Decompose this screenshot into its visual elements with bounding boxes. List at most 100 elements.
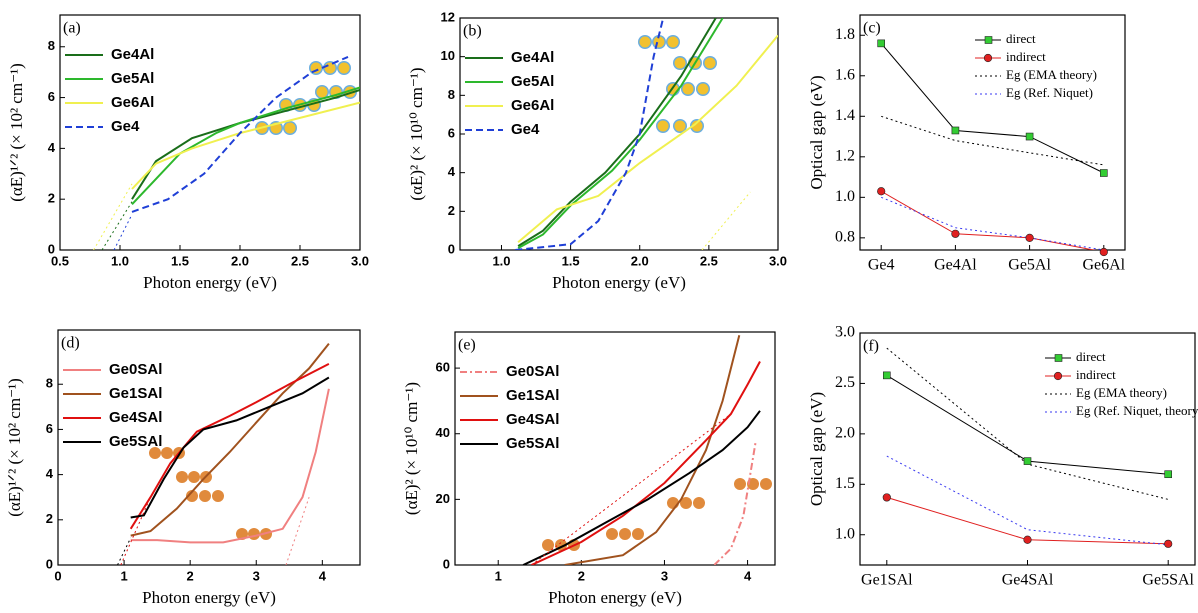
series-line <box>564 335 741 565</box>
series-line <box>531 361 761 565</box>
panel-label: (b) <box>463 23 482 40</box>
series-line <box>880 43 1105 174</box>
y-tick-label: 2 <box>46 511 53 526</box>
y-tick-label: 4 <box>448 164 456 179</box>
y-tick-label: 60 <box>436 360 450 375</box>
series-line <box>531 413 732 565</box>
x-axis-label: Photon energy (eV) <box>548 588 682 607</box>
plot-frame <box>57 329 361 566</box>
legend-label: Ge5SAl <box>109 433 162 450</box>
panel-label: (d) <box>61 335 80 352</box>
marker <box>1023 457 1032 465</box>
legend-label: Ge1SAl <box>506 387 559 404</box>
series-line <box>881 196 1104 250</box>
series-line <box>517 18 717 247</box>
series-line <box>130 342 330 537</box>
series-line <box>117 537 132 565</box>
legend-label: Ge4Al <box>511 49 554 66</box>
legend-label: direct <box>1006 31 1036 46</box>
plot-frame <box>59 14 361 251</box>
x-tick-label: Ge4SAl <box>1002 572 1054 589</box>
x-tick-label: Ge1SAl <box>861 572 913 589</box>
y-axis-label: Optical gap (eV) <box>807 75 826 189</box>
plot-area <box>93 55 360 250</box>
series-line <box>881 115 1104 166</box>
marker <box>951 229 960 238</box>
legend-marker <box>983 53 993 63</box>
marker <box>1164 539 1173 548</box>
legend-label: Eg (EMA theory) <box>1076 385 1167 400</box>
x-axis-label: Photon energy (eV) <box>143 273 277 292</box>
y-axis-label: (αE)² (× 10¹⁰ cm⁻¹) <box>402 382 421 515</box>
y-tick-label: 40 <box>436 425 450 440</box>
legend-label: Ge4Al <box>111 46 154 63</box>
series-line <box>120 496 151 565</box>
panel: 0.8 1.0 1.2 1.4 1.6 1.8 Ge4 Ge4Al Ge5Al Ge6Al Opti… <box>807 14 1126 274</box>
x-tick-label: 1.5 <box>562 253 580 268</box>
panel-label: (f) <box>863 338 879 355</box>
x-tick-label: Ge4 <box>868 257 895 274</box>
plot-area <box>880 43 1105 250</box>
x-tick-label: Ge5SAl <box>1142 572 1194 589</box>
series-line <box>93 183 133 250</box>
series-line <box>713 440 757 565</box>
series-line <box>129 363 330 530</box>
series-line <box>880 190 1097 250</box>
legend-label: Ge4 <box>511 121 540 138</box>
legend-label: indirect <box>1006 49 1046 64</box>
legend-marker <box>984 36 993 44</box>
panel: 0 20 40 60 1 2 3 4 Photon energy (eV) (αE)² (× 10… <box>402 331 776 607</box>
marker <box>1099 247 1108 257</box>
x-tick-label: 4 <box>319 568 327 583</box>
legend-label: indirect <box>1076 367 1116 382</box>
y-tick-label: 2.5 <box>835 374 855 391</box>
series-line <box>285 497 310 565</box>
x-tick-label: 0 <box>54 568 61 583</box>
series-line <box>131 86 360 205</box>
panel-label: (e) <box>458 337 476 354</box>
legend-label: Ge0SAl <box>506 363 559 380</box>
y-tick-label: 1.0 <box>835 188 855 205</box>
plot-frame <box>459 17 779 251</box>
y-tick-label: 8 <box>46 376 53 391</box>
legend-label: Ge4SAl <box>506 411 559 428</box>
x-tick-label: 2.5 <box>700 253 718 268</box>
legend-label: Ge1SAl <box>109 385 162 402</box>
marker <box>1023 535 1032 544</box>
legend-marker <box>1053 371 1063 381</box>
x-tick-label: 2 <box>578 568 585 583</box>
series-line <box>131 101 360 190</box>
series-line <box>517 18 724 249</box>
plot-area <box>886 347 1169 546</box>
x-axis-label: Photon energy (eV) <box>142 588 276 607</box>
y-tick-label: 0 <box>443 556 450 571</box>
x-tick-label: 0.5 <box>51 253 69 268</box>
y-tick-label: 6 <box>448 125 455 140</box>
y-tick-label: 2 <box>448 203 455 218</box>
y-tick-label: 2.0 <box>835 425 855 442</box>
plot-area <box>522 335 761 565</box>
x-tick-label: 1.0 <box>492 253 510 268</box>
y-tick-label: 2 <box>48 191 55 206</box>
panel-label: (c) <box>863 20 881 37</box>
y-tick-label: 0 <box>46 556 53 571</box>
series-line <box>517 34 778 244</box>
legend-label: Ge0SAl <box>109 361 162 378</box>
marker <box>882 371 891 380</box>
x-tick-label: 3.0 <box>351 253 369 268</box>
x-tick-label: 2.0 <box>631 253 649 268</box>
y-tick-label: 0.8 <box>835 229 855 246</box>
marker <box>1164 470 1172 479</box>
y-tick-label: 20 <box>436 491 450 506</box>
y-tick-label: 3.0 <box>835 324 855 341</box>
y-tick-label: 0 <box>448 241 455 256</box>
x-tick-label: 3.0 <box>769 253 787 268</box>
x-tick-label: 1.0 <box>111 253 129 268</box>
marker <box>1025 233 1034 242</box>
y-axis-label: (αE)¹ᐟ² (× 10² cm⁻¹) <box>7 63 26 202</box>
series-line <box>515 18 665 250</box>
plot-area <box>117 342 330 565</box>
y-tick-label: 1.0 <box>835 525 855 542</box>
series-line <box>886 455 1169 546</box>
